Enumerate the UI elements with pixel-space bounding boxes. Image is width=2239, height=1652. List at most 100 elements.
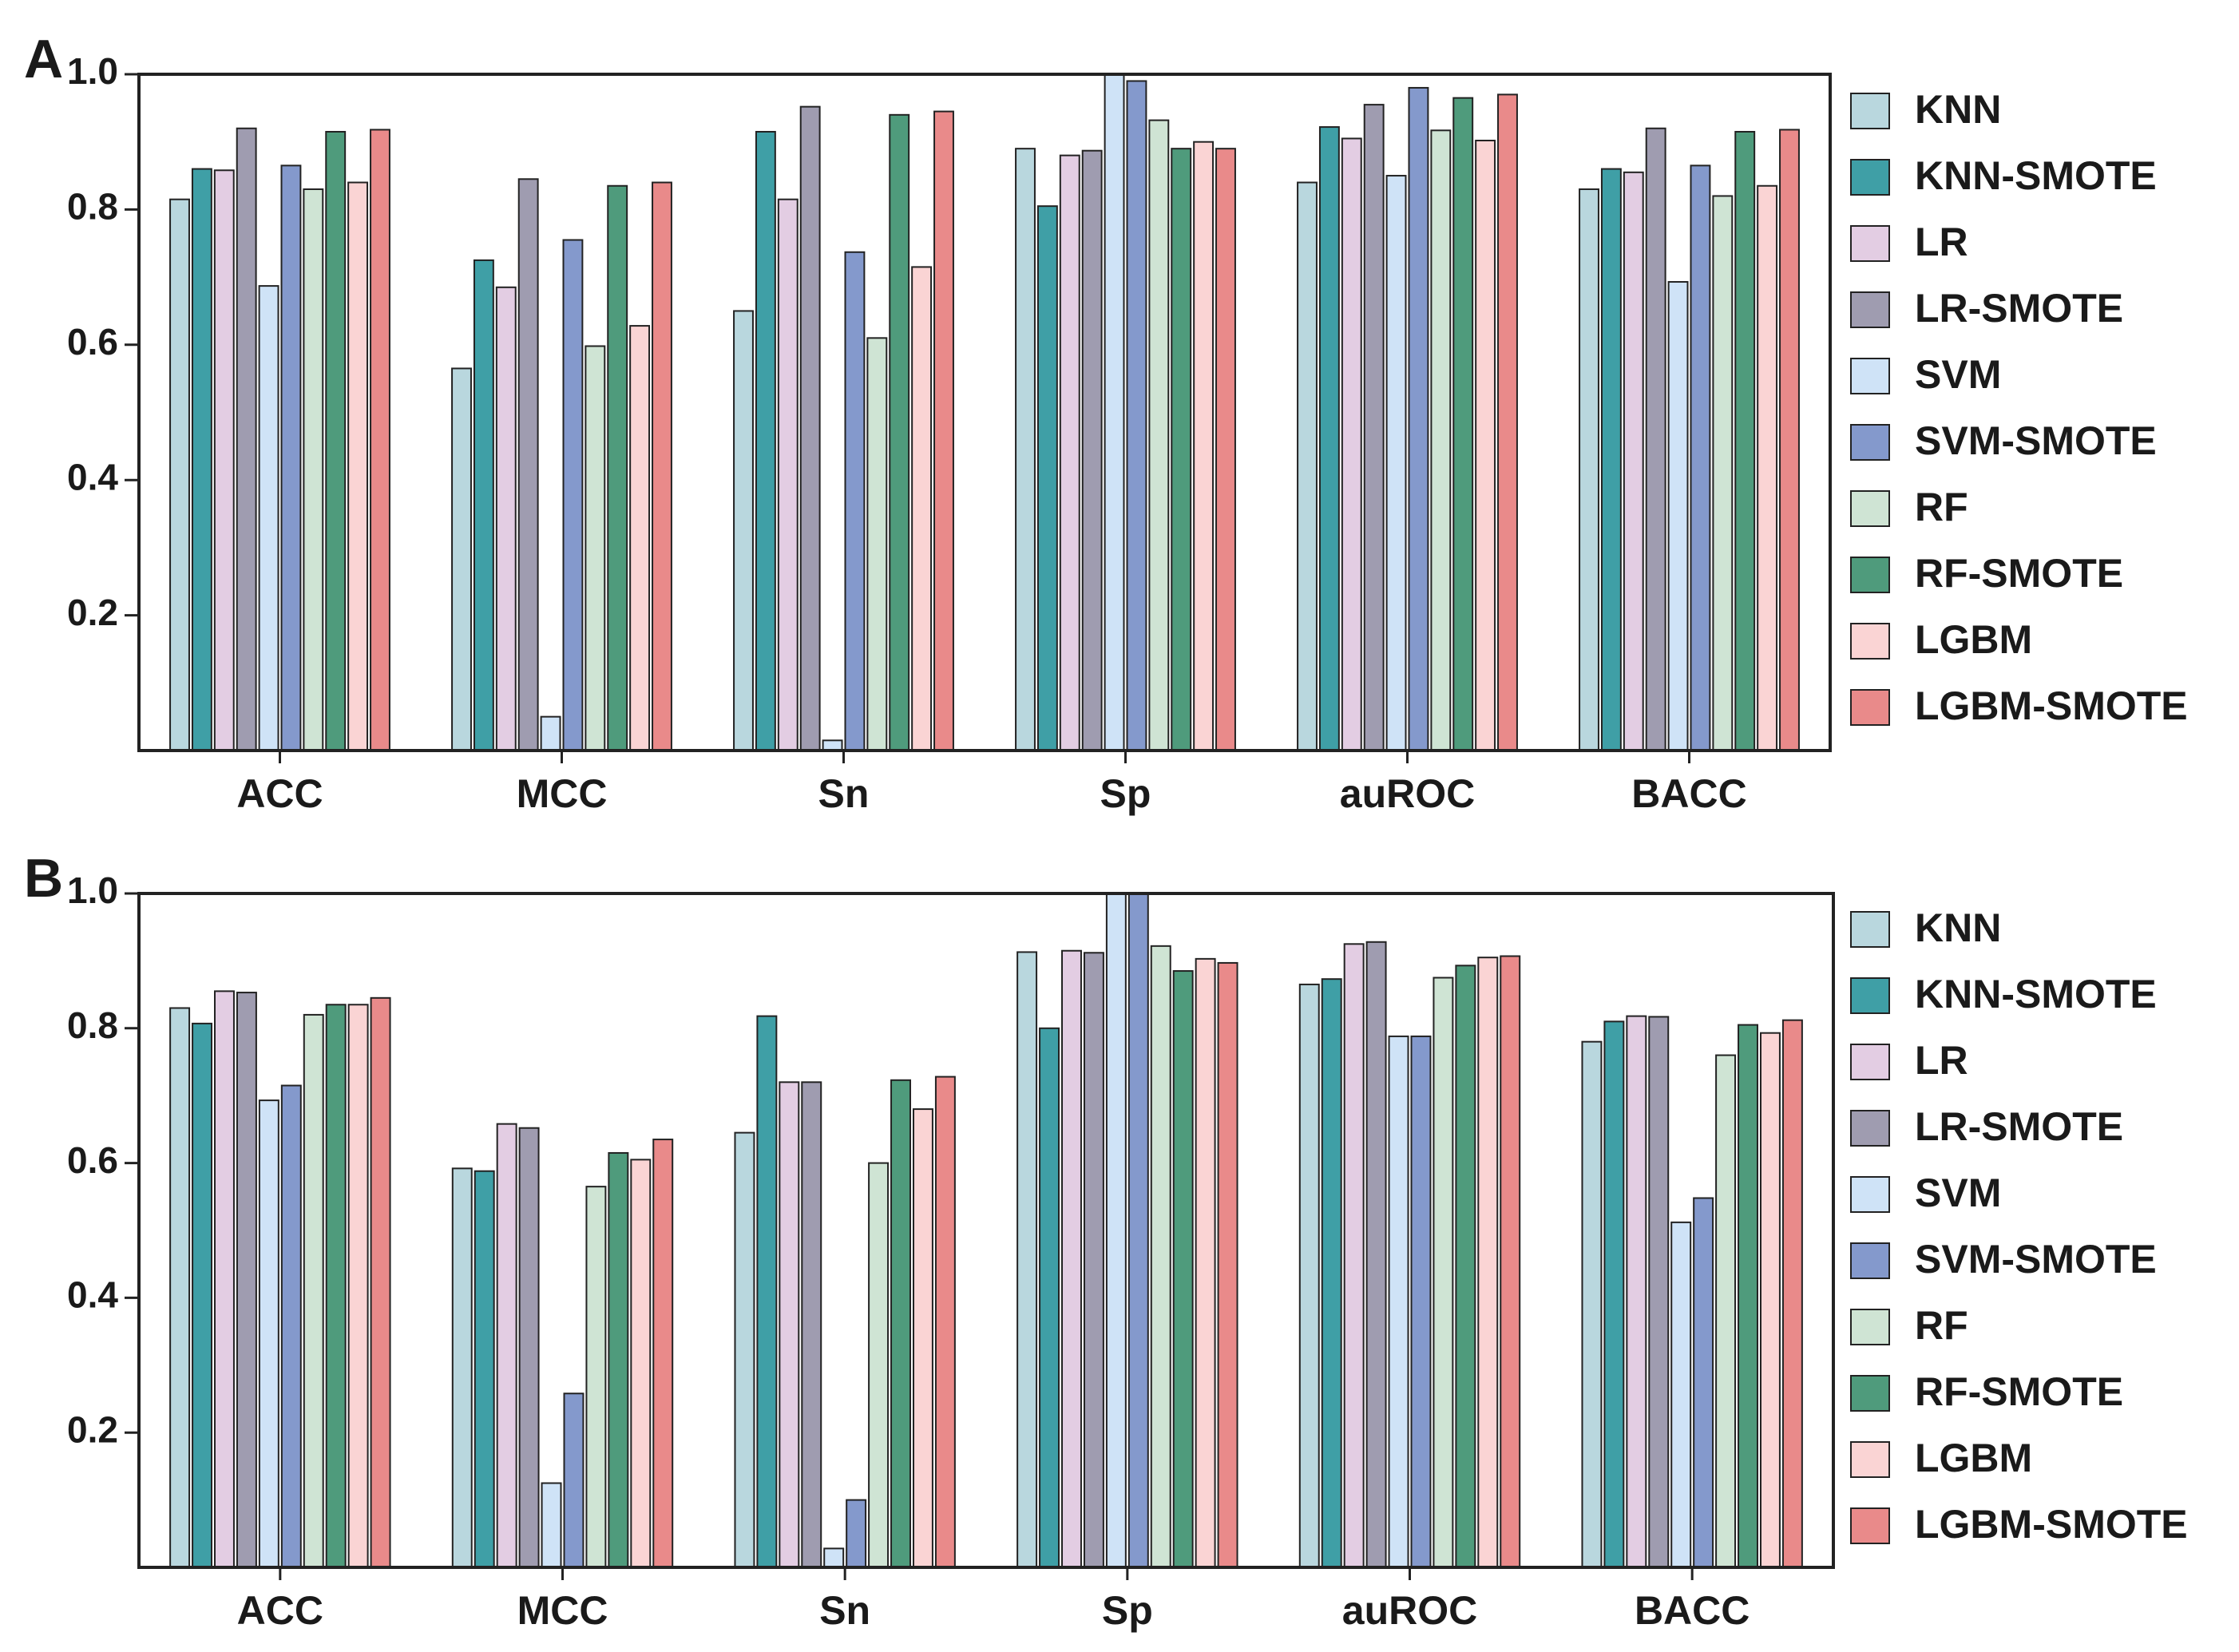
bar [280,1084,302,1569]
bar [1410,1035,1432,1568]
x-tick-label: ACC [236,771,323,816]
legend-label: KNN-SMOTE [1915,972,2157,1016]
y-tick-label: 1.0 [67,870,118,911]
legend-swatch [1850,1441,1890,1478]
bar [585,345,606,751]
bar [630,1159,652,1568]
bar [541,1482,562,1568]
bar [1781,1019,1803,1568]
bar [192,1022,213,1568]
legend-swatch [1850,1110,1890,1147]
bar [517,178,539,752]
legend-label: RF [1915,1303,1968,1348]
x-tick-label: auROC [1342,1588,1477,1633]
bar [214,990,235,1568]
legend-swatch [1850,557,1890,593]
x-tick-label: auROC [1340,771,1475,816]
bar [629,325,651,752]
bar [1215,148,1236,752]
legend-label: LR [1915,1038,1968,1083]
bar [1738,1024,1758,1568]
bar [1016,951,1038,1568]
bar [1039,1027,1060,1569]
bar [911,266,933,751]
bar [934,1076,956,1568]
bar [325,130,347,751]
bar [191,168,212,751]
legend-label: RF-SMOTE [1915,551,2123,596]
bar [755,130,776,751]
x-tick-label: MCC [517,771,608,816]
bar [734,1131,755,1568]
bar [1581,1040,1603,1569]
legend-swatch [1850,1375,1890,1412]
bar [1757,184,1778,751]
bar [169,198,190,751]
bar [1172,970,1194,1569]
panel-label: A [24,29,63,89]
bar [608,1151,629,1568]
legend-label: LR-SMOTE [1915,286,2123,331]
legend-swatch [1850,1044,1890,1080]
bar [846,1499,867,1568]
bar [236,992,257,1568]
bar [1195,957,1216,1569]
legend-label: KNN [1915,905,2001,950]
y-tick-label: 0.6 [67,1139,118,1181]
bar [779,1081,800,1568]
bar [258,285,279,751]
plot-frame [137,73,1832,752]
bar [495,286,517,751]
bar [1126,80,1147,752]
legend-label: LR-SMOTE [1915,1104,2123,1149]
x-tick-label: BACC [1631,771,1746,816]
bar [1083,952,1104,1568]
bar [1712,195,1734,751]
bar [1715,1054,1737,1569]
bar [933,110,954,751]
bar [889,113,910,751]
bar [1600,168,1622,751]
bar [325,1004,347,1568]
bar [799,105,821,751]
bar [347,1004,369,1568]
legend-swatch [1850,225,1890,262]
bar [844,251,866,751]
bar [1298,983,1320,1568]
bar [473,259,494,751]
bar [1341,137,1362,751]
bar [1690,164,1711,752]
y-tick-label: 0.6 [67,321,118,362]
bar [1059,154,1080,751]
bar [303,188,324,752]
bar [258,1099,279,1569]
bar [169,1007,191,1568]
bar [1430,129,1452,751]
bar [1363,104,1385,752]
bar [1105,893,1127,1568]
legend-label: SVM-SMOTE [1915,418,2157,463]
bar [1734,130,1756,751]
bar [1779,129,1800,752]
bar [1343,943,1365,1569]
bar [777,198,799,751]
legend-label: LGBM-SMOTE [1915,683,2188,728]
legend-swatch [1850,1176,1890,1213]
bar [1171,148,1192,752]
bar [1036,205,1058,752]
bar [756,1015,778,1569]
x-tick-label: Sp [1100,771,1151,816]
y-tick-label: 0.2 [67,1408,118,1450]
bar [496,1123,517,1568]
bar [1321,978,1342,1568]
bar [1318,126,1340,752]
legend-swatch [1850,911,1890,948]
legend-label: RF-SMOTE [1915,1369,2123,1414]
plot-frame [137,892,1835,1569]
bar [213,169,235,752]
bar [890,1079,911,1568]
bar [1759,1032,1781,1568]
legend-swatch [1850,93,1890,129]
bar [1603,1020,1625,1568]
bar [585,1186,607,1568]
